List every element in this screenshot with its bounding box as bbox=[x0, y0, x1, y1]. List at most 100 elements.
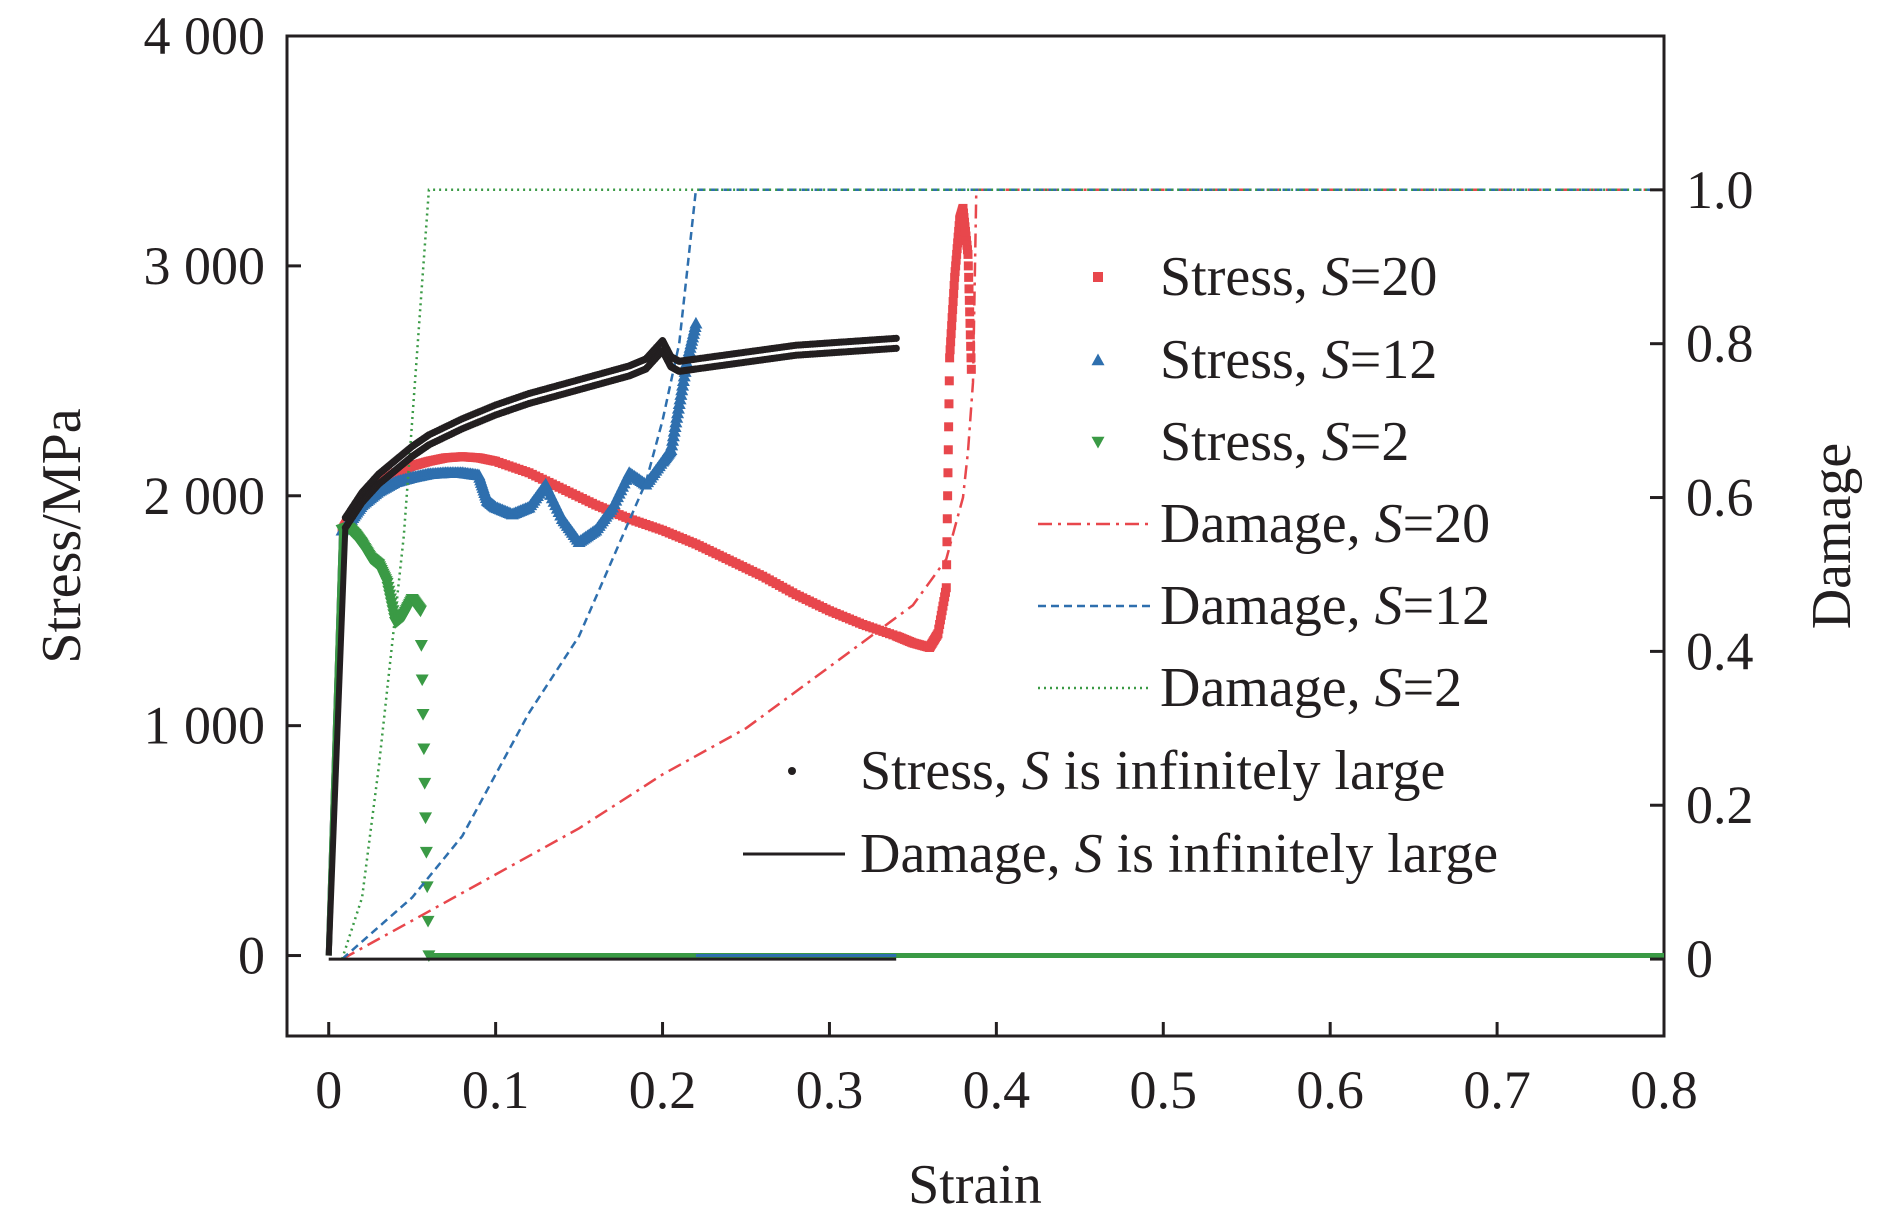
data-point bbox=[966, 353, 976, 363]
data-point bbox=[418, 777, 432, 790]
data-point bbox=[962, 240, 972, 250]
series-damage-s-20 bbox=[341, 188, 1664, 961]
legend-item: Stress, S is infinitely large bbox=[788, 740, 1445, 802]
legend-label: Stress, S=2 bbox=[1160, 411, 1409, 473]
y-right-tick-label: 0.4 bbox=[1686, 621, 1754, 681]
legend-label: Damage, S=20 bbox=[1160, 493, 1490, 555]
legend: Stress, S=20 Stress, S=12 Stress, S=2 Damag… bbox=[743, 246, 1498, 885]
data-point bbox=[419, 846, 433, 859]
series-line bbox=[341, 188, 1664, 961]
data-point bbox=[942, 514, 952, 524]
data-point bbox=[945, 353, 955, 363]
data-point bbox=[951, 255, 961, 265]
data-point bbox=[964, 295, 974, 305]
legend-item: Damage, S=12 bbox=[1038, 575, 1490, 637]
data-point bbox=[940, 587, 950, 597]
series-stress-s-is-infinitely-large bbox=[325, 334, 900, 956]
data-point bbox=[415, 674, 429, 687]
legend-label: Damage, S=2 bbox=[1160, 657, 1462, 719]
data-point bbox=[939, 597, 949, 607]
y-right-tick-label: 1.0 bbox=[1686, 160, 1754, 220]
y-axis-ticks: 0 1 000 2 000 3 000 4 000 bbox=[144, 6, 301, 986]
data-point bbox=[948, 305, 958, 315]
data-point bbox=[934, 624, 944, 634]
plot-area bbox=[325, 188, 1664, 963]
data-point bbox=[950, 267, 960, 277]
data-point bbox=[936, 610, 946, 620]
data-point bbox=[960, 226, 970, 236]
legend-swatch bbox=[1091, 353, 1105, 366]
data-point bbox=[414, 605, 428, 618]
x-axis-title: Strain bbox=[908, 1154, 1042, 1216]
y-right-tick-label: 0.8 bbox=[1686, 314, 1754, 374]
data-point bbox=[954, 221, 964, 231]
y-tick-label: 1 000 bbox=[144, 696, 266, 756]
y-right-axis-ticks: 0 0.2 0.4 0.6 0.8 1.0 bbox=[1650, 160, 1754, 989]
legend-label: Stress, S=20 bbox=[1160, 246, 1437, 308]
data-point bbox=[947, 321, 957, 331]
data-point bbox=[965, 330, 975, 340]
data-point bbox=[965, 318, 975, 328]
data-point bbox=[964, 284, 974, 294]
data-point bbox=[947, 313, 957, 323]
legend-item: Damage, S=20 bbox=[1038, 493, 1490, 555]
data-point bbox=[689, 316, 703, 329]
data-point bbox=[940, 592, 950, 602]
y-axis-title: Stress/MPa bbox=[31, 408, 93, 663]
data-point bbox=[962, 245, 972, 255]
y-right-axis-title: Damage bbox=[1801, 443, 1863, 630]
x-tick-label: 0.2 bbox=[629, 1060, 697, 1120]
series-stress-s-12 bbox=[325, 316, 703, 956]
legend-item: Stress, S=12 bbox=[1091, 329, 1437, 391]
x-tick-label: 0 bbox=[315, 1060, 342, 1120]
data-point bbox=[960, 222, 970, 232]
x-tick-label: 0.1 bbox=[462, 1060, 530, 1120]
legend-item: Stress, S=20 bbox=[1093, 246, 1437, 308]
y-tick-label: 2 000 bbox=[144, 466, 266, 526]
data-point bbox=[937, 606, 947, 616]
data-point bbox=[935, 620, 945, 630]
data-point bbox=[949, 280, 959, 290]
y-tick-label: 3 000 bbox=[144, 236, 266, 296]
data-point bbox=[944, 422, 954, 432]
y-right-tick-label: 0 bbox=[1686, 929, 1713, 989]
data-point bbox=[941, 583, 951, 593]
legend-item: Damage, S=2 bbox=[1038, 657, 1462, 719]
data-point bbox=[892, 334, 900, 342]
data-point bbox=[953, 238, 963, 248]
data-point bbox=[966, 364, 976, 374]
data-point bbox=[942, 560, 952, 570]
data-point bbox=[417, 743, 431, 756]
data-point bbox=[961, 236, 971, 246]
data-point bbox=[892, 344, 900, 352]
data-point bbox=[416, 708, 430, 721]
data-point bbox=[945, 345, 955, 355]
data-point bbox=[933, 629, 943, 639]
y-tick-label: 0 bbox=[238, 926, 265, 986]
data-point bbox=[944, 376, 954, 386]
data-point bbox=[952, 249, 962, 259]
data-point bbox=[422, 950, 436, 963]
plot-frame bbox=[285, 34, 1666, 1038]
data-point bbox=[951, 261, 961, 271]
x-tick-label: 0.4 bbox=[963, 1060, 1031, 1120]
data-point bbox=[946, 337, 956, 347]
data-point bbox=[935, 615, 945, 625]
legend-swatch bbox=[788, 767, 796, 775]
data-point bbox=[961, 231, 971, 241]
data-point bbox=[944, 399, 954, 409]
data-point bbox=[952, 244, 962, 254]
data-point bbox=[963, 261, 973, 271]
y-tick-label: 4 000 bbox=[144, 6, 266, 66]
data-point bbox=[958, 203, 968, 213]
data-point bbox=[954, 226, 964, 236]
data-point bbox=[964, 272, 974, 282]
data-point bbox=[949, 288, 959, 298]
legend-swatch bbox=[1093, 272, 1103, 282]
legend-swatch bbox=[1091, 436, 1105, 449]
legend-label: Stress, S is infinitely large bbox=[860, 740, 1445, 802]
x-tick-label: 0.3 bbox=[796, 1060, 864, 1120]
data-point bbox=[966, 341, 976, 351]
data-point bbox=[943, 445, 953, 455]
legend-label: Damage, S=12 bbox=[1160, 575, 1490, 637]
